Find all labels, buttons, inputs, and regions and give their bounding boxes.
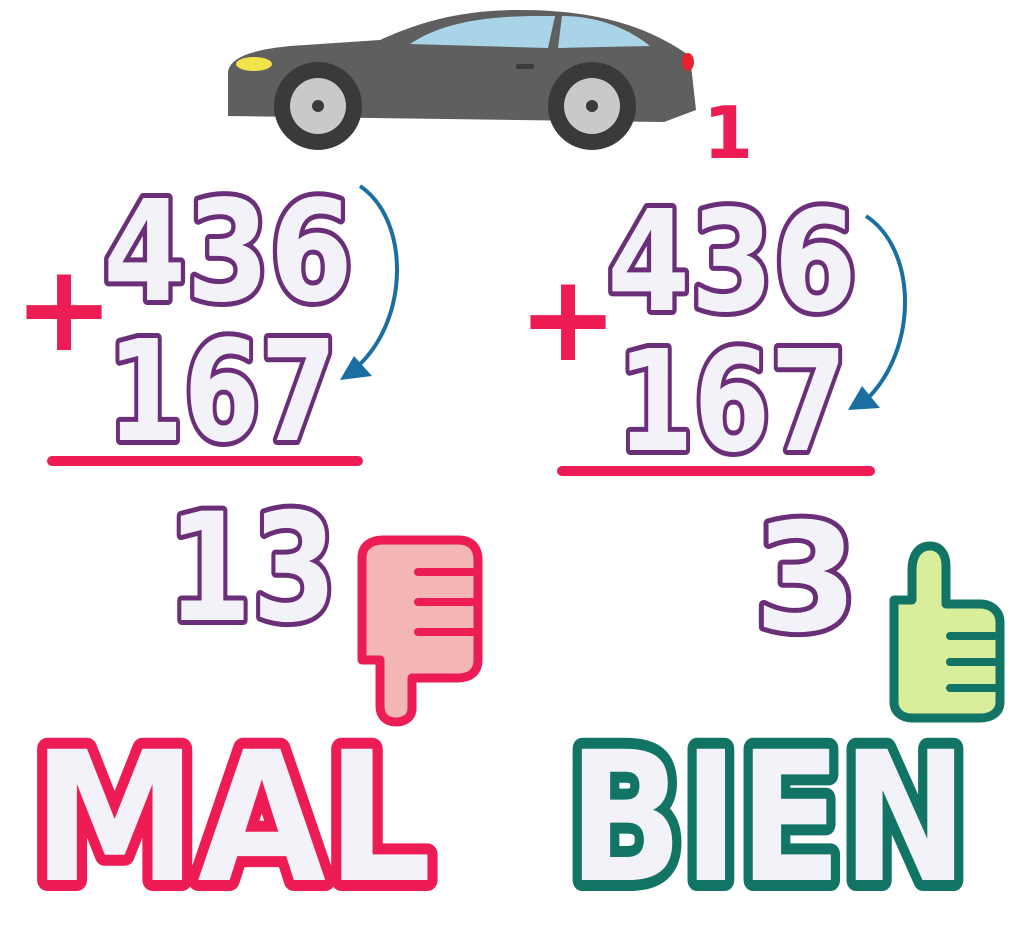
addend-bottom: 167 [617,321,847,484]
plus-sign: + [14,240,115,379]
addend-top: 436 [103,171,353,334]
thumbs-down-icon [357,535,483,727]
carry-digit: 1 [703,91,753,175]
sports-car-icon [228,10,696,150]
result: 13 [167,482,337,656]
carry-arrow [354,184,399,370]
result: 3 [754,492,858,666]
carry-arrow [864,214,907,402]
right-example: 436 167 + 3 BIEN [518,176,1005,934]
thumbs-up-icon [889,541,1005,723]
verdict-label: BIEN [568,714,968,923]
verdict-label: MAL [32,714,432,923]
plus-sign: + [518,250,619,389]
addend-top: 436 [607,181,857,344]
addend-bottom: 167 [107,311,337,474]
wrong-example: 436 167 + 13 MAL [14,166,483,934]
